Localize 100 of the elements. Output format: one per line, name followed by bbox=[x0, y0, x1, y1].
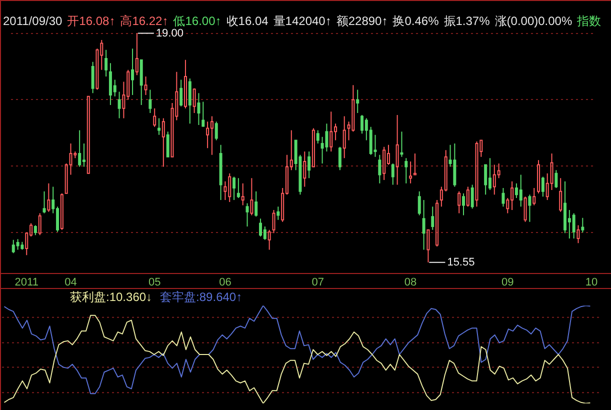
text: 低16.00↑ bbox=[173, 14, 222, 28]
candlestick bbox=[338, 146, 342, 171]
candlestick bbox=[391, 162, 394, 186]
candlestick bbox=[162, 118, 165, 168]
candlestick bbox=[312, 128, 315, 168]
candlestick bbox=[413, 152, 416, 176]
x-tick-label: 06 bbox=[219, 276, 232, 288]
candlestick bbox=[236, 178, 240, 198]
candlestick bbox=[462, 192, 466, 216]
candlestick bbox=[308, 151, 311, 179]
candlestick bbox=[38, 212, 42, 236]
text: 振1.37% bbox=[444, 14, 490, 28]
candlestick bbox=[180, 79, 183, 107]
candlestick bbox=[559, 178, 562, 212]
candlestick bbox=[524, 196, 527, 222]
text: 2011/09/30 bbox=[3, 14, 62, 28]
candlestick bbox=[246, 202, 249, 228]
annotation: 15.55 bbox=[447, 256, 475, 268]
candlestick bbox=[576, 224, 580, 244]
candlestick bbox=[541, 176, 544, 198]
candlestick bbox=[502, 188, 505, 208]
candlestick bbox=[488, 158, 492, 191]
candlestick bbox=[330, 111, 333, 152]
candlestick bbox=[342, 116, 346, 159]
text: 收16.04 bbox=[226, 14, 268, 28]
x-tick-label: 04 bbox=[64, 276, 77, 288]
candlestick bbox=[20, 241, 24, 250]
candlestick bbox=[431, 206, 434, 230]
candlestick bbox=[400, 131, 404, 158]
candlestick bbox=[135, 32, 138, 76]
x-tick-label: 05 bbox=[148, 276, 161, 288]
candlestick bbox=[554, 170, 558, 189]
candlestick bbox=[86, 96, 90, 174]
candlestick bbox=[378, 154, 382, 184]
text: 开16.08↑ bbox=[67, 14, 116, 28]
candlestick bbox=[104, 49, 108, 77]
candlestick bbox=[268, 229, 271, 250]
candlestick bbox=[422, 199, 426, 250]
text: 高16.22↑ bbox=[120, 14, 168, 28]
candlestick bbox=[466, 186, 470, 208]
text: 额22890↑ bbox=[336, 14, 388, 28]
candlestick bbox=[144, 76, 148, 96]
candlestick bbox=[153, 108, 156, 128]
candlestick bbox=[34, 224, 37, 236]
candlestick bbox=[272, 209, 276, 234]
candlestick bbox=[396, 114, 399, 186]
candlestick bbox=[581, 217, 584, 234]
candlestick bbox=[426, 229, 430, 263]
candlestick bbox=[47, 182, 50, 212]
candlestick bbox=[78, 130, 82, 168]
candlestick bbox=[214, 121, 218, 141]
candlestick bbox=[241, 182, 244, 206]
annotation: 19.00 bbox=[156, 27, 184, 40]
candlestick bbox=[418, 190, 421, 216]
x-tick-label: 2011 bbox=[14, 276, 38, 288]
candlestick bbox=[210, 116, 214, 156]
candlestick bbox=[436, 199, 439, 247]
candlestick bbox=[404, 158, 408, 184]
candlestick bbox=[192, 88, 196, 114]
candlestick bbox=[140, 59, 143, 106]
candlestick bbox=[259, 218, 262, 237]
candlestick bbox=[16, 238, 20, 250]
candlestick bbox=[532, 188, 536, 206]
candlestick bbox=[316, 130, 320, 144]
candlestick bbox=[91, 61, 94, 94]
x-tick-label: 10 bbox=[585, 276, 598, 288]
candlestick bbox=[356, 89, 360, 114]
candlestick bbox=[453, 143, 456, 188]
candlestick bbox=[232, 176, 236, 200]
candlestick bbox=[276, 206, 280, 220]
candlestick bbox=[184, 59, 187, 109]
candlestick bbox=[458, 190, 461, 214]
candlestick bbox=[409, 160, 412, 184]
series-label: 套牢盘:89.640↑ bbox=[160, 290, 242, 304]
candlestick bbox=[131, 48, 134, 96]
text: 量142040↑ bbox=[273, 14, 332, 28]
candlestick bbox=[250, 178, 254, 216]
series-label: 获利盘:10.360↓ bbox=[70, 290, 152, 304]
candlestick bbox=[537, 160, 540, 194]
x-tick-label: 09 bbox=[502, 276, 514, 288]
candlestick bbox=[303, 151, 306, 188]
text: 涨(0.00)0.00% bbox=[494, 14, 572, 28]
candlestick bbox=[519, 174, 522, 208]
text: 指数 bbox=[577, 14, 602, 28]
candlestick bbox=[188, 78, 192, 124]
candlestick bbox=[42, 190, 46, 214]
candlestick bbox=[118, 91, 121, 119]
candlestick bbox=[219, 144, 222, 200]
candlestick bbox=[382, 146, 386, 181]
candlestick bbox=[254, 190, 258, 218]
x-tick-label: 07 bbox=[312, 276, 324, 288]
candlestick bbox=[470, 184, 474, 210]
candlestick bbox=[166, 131, 170, 158]
candlestick bbox=[528, 194, 532, 222]
candlestick bbox=[202, 101, 205, 128]
candlestick bbox=[475, 141, 478, 208]
text: 换0.46% bbox=[392, 14, 439, 28]
candlestick bbox=[197, 92, 200, 126]
candlestick bbox=[60, 192, 64, 230]
candlestick bbox=[158, 118, 161, 136]
